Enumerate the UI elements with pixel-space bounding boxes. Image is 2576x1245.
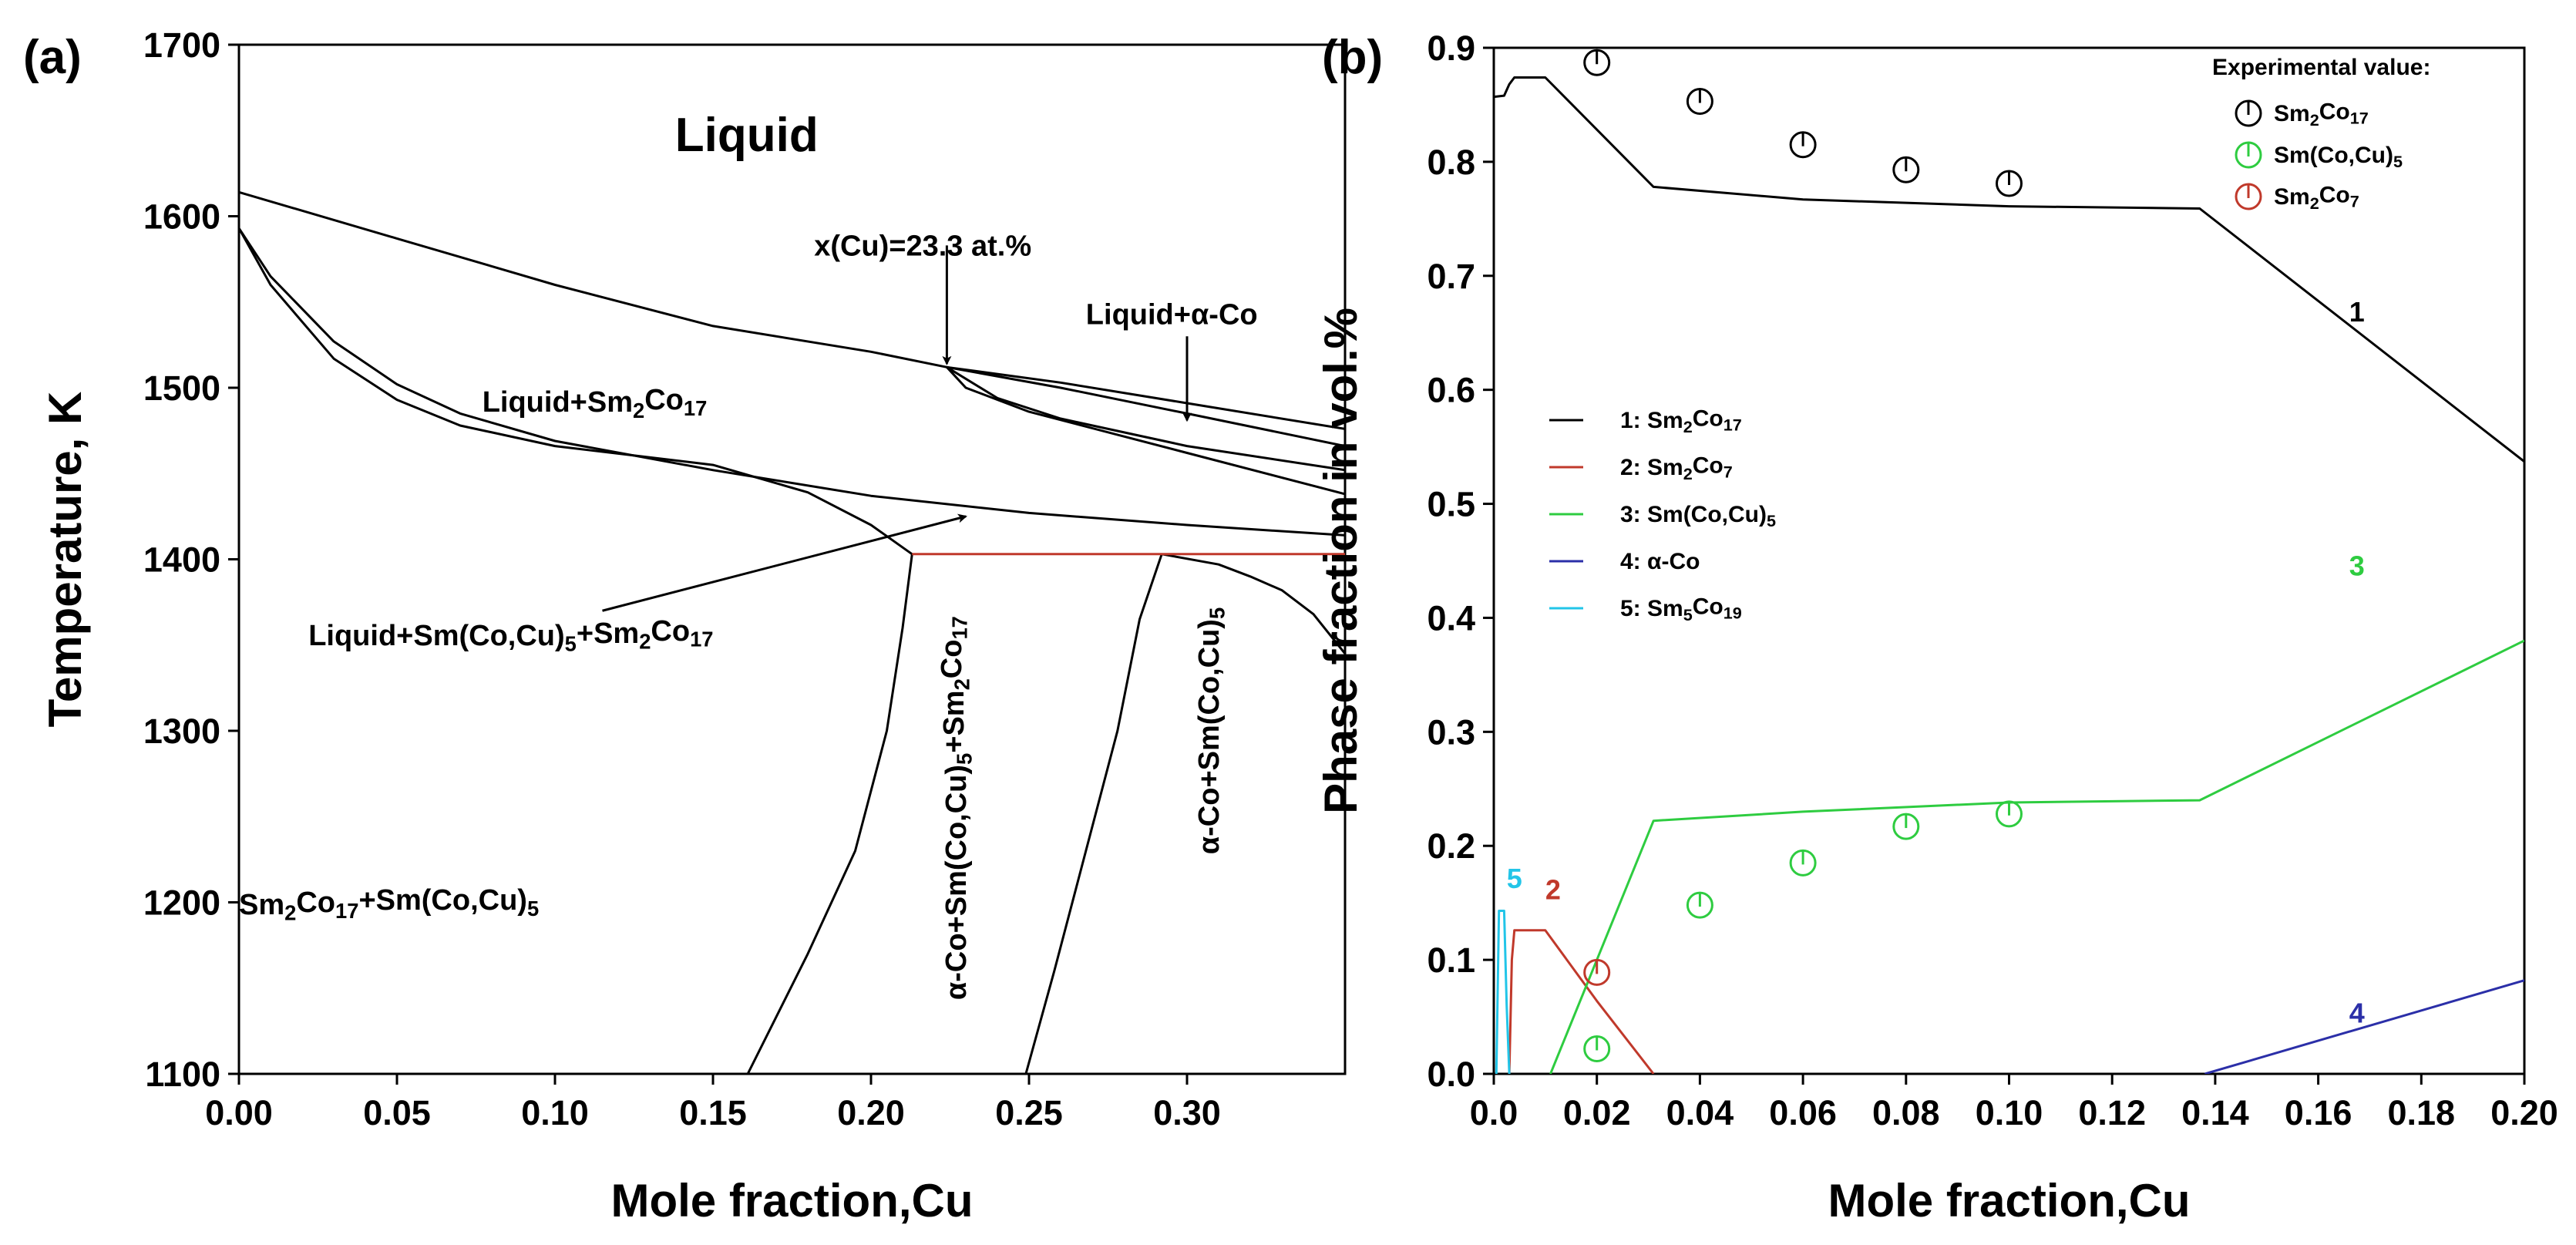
x-tick-label: 0.16 — [2285, 1093, 2352, 1132]
series-group — [239, 190, 1345, 1074]
legend-entry: 5: Sm5Co19 — [1620, 594, 1742, 624]
y-tick-label: 0.6 — [1427, 371, 1475, 410]
experimental-legend-entry: Sm2Co7 — [2274, 183, 2359, 213]
panel-label: (a) — [23, 31, 82, 84]
series-line-4 — [2204, 979, 2524, 1074]
y-axis-title: Temperature, K — [39, 392, 91, 728]
y-tick-label: 1300 — [143, 712, 220, 751]
y-tick-label: 0.7 — [1427, 257, 1475, 296]
y-tick-label: 1500 — [143, 368, 220, 408]
y-tick-label: 0.0 — [1427, 1055, 1475, 1094]
region-label: α-Co+Sm(Co,Cu)5+Sm2Co17 — [936, 616, 977, 1000]
series-line-6 — [239, 227, 913, 556]
curve-label: 5 — [1507, 863, 1522, 894]
region-label: Liquid+Sm(Co,Cu)5+Sm2Co17 — [308, 615, 713, 656]
series-line-5 — [1495, 910, 1511, 1074]
region-label: x(Cu)=23.3 at.% — [814, 230, 1031, 263]
series-line-1 — [239, 190, 1345, 448]
x-tick-label: 0.20 — [2490, 1093, 2558, 1132]
x-tick-label: 0.18 — [2388, 1093, 2456, 1132]
region-label: Liquid — [675, 109, 819, 162]
x-tick-label: 0.02 — [1563, 1093, 1631, 1132]
legend-entry: 4: α-Co — [1620, 549, 1700, 574]
curve-label: 2 — [1545, 874, 1561, 906]
y-tick-label: 0.4 — [1427, 598, 1475, 638]
x-tick-label: 0.05 — [363, 1093, 431, 1132]
series-line-5 — [239, 227, 1345, 537]
y-tick-label: 0.3 — [1427, 712, 1475, 752]
series-line-8 — [1024, 554, 1163, 1074]
x-tick-label: 0.06 — [1769, 1093, 1837, 1132]
region-label: Liquid+Sm2Co17 — [483, 384, 708, 422]
plot-frame — [237, 43, 1347, 1075]
panel-label: (b) — [1322, 31, 1383, 84]
series-line-9 — [1161, 553, 1345, 654]
x-tick-label: 0.30 — [1153, 1093, 1221, 1132]
x-axis-title: Mole fraction,Cu — [1828, 1175, 2190, 1226]
y-axis-title: Phase fraction in vol.% — [1315, 308, 1367, 814]
experimental-legend-entry: Sm2Co17 — [2274, 99, 2369, 130]
x-tick-label: 0.0 — [1470, 1093, 1518, 1132]
x-tick-label: 0.15 — [679, 1093, 747, 1132]
x-tick-label: 0.08 — [1872, 1093, 1940, 1132]
legend-entry: 1: Sm2Co17 — [1620, 406, 1742, 436]
y-tick-label: 1600 — [143, 197, 220, 237]
x-tick-label: 0.25 — [995, 1093, 1063, 1132]
series-line-2 — [947, 365, 1345, 430]
y-tick-label: 0.2 — [1427, 826, 1475, 866]
region-label: α-Co+Sm(Co,Cu)5 — [1193, 607, 1229, 854]
curve-label: 1 — [2349, 296, 2365, 328]
y-tick-label: 0.9 — [1427, 29, 1475, 68]
x-tick-label: 0.10 — [1976, 1093, 2043, 1132]
series-line-3 — [1549, 639, 2524, 1074]
panel-b: 0.0 0.02 0.04 0.06 0.08 0.10 0.12 0.14 0.16 0.18 0… — [1315, 29, 2558, 1226]
x-tick-label: 0.10 — [521, 1093, 589, 1132]
x-tick-label: 0.12 — [2078, 1093, 2146, 1132]
curve-label: 4 — [2349, 997, 2365, 1028]
x-axis-title: Mole fraction,Cu — [610, 1175, 973, 1226]
experimental-legend-title: Experimental value: — [2212, 55, 2430, 80]
region-label: Sm2Co17+Sm(Co,Cu)5 — [239, 884, 539, 925]
series-line-4 — [946, 366, 1345, 496]
y-tick-label: 1100 — [145, 1055, 220, 1094]
y-tick-label: 0.8 — [1427, 143, 1475, 182]
panel-a: 0.00 0.05 0.10 0.15 0.20 0.25 0.30 1100 1200 1300… — [23, 25, 1347, 1226]
curve-label: 3 — [2349, 550, 2365, 582]
x-tick-label: 0.20 — [837, 1093, 905, 1132]
series-line-7 — [746, 554, 913, 1074]
series-line-2 — [1508, 929, 1655, 1074]
y-tick-label: 0.1 — [1427, 940, 1475, 980]
annotation-arrow — [602, 513, 967, 612]
legend-entry: 3: Sm(Co,Cu)5 — [1620, 502, 1776, 530]
series-line-3 — [946, 366, 1345, 472]
experimental-legend-entry: Sm(Co,Cu)5 — [2274, 143, 2403, 171]
series-line-1 — [1494, 76, 2524, 463]
y-tick-label: 1200 — [143, 883, 220, 923]
y-tick-label: 1400 — [143, 540, 220, 580]
x-tick-label: 0.04 — [1666, 1093, 1734, 1132]
y-tick-label: 0.5 — [1427, 485, 1475, 524]
x-tick-label: 0.00 — [205, 1093, 273, 1132]
legend-entry: 2: Sm2Co7 — [1620, 453, 1733, 483]
y-tick-label: 1700 — [143, 25, 220, 65]
region-label: Liquid+α-Co — [1086, 299, 1258, 331]
series-group — [1494, 76, 2524, 1074]
x-tick-label: 0.14 — [2181, 1093, 2249, 1132]
